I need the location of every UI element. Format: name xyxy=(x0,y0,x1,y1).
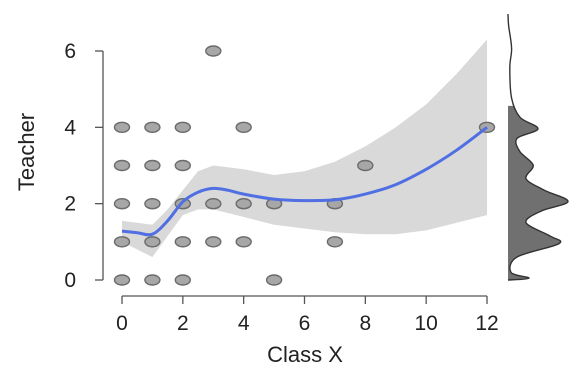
y-tick-label: 0 xyxy=(64,269,76,292)
points-layer xyxy=(113,45,496,286)
data-point xyxy=(174,121,192,134)
y-tick-label: 6 xyxy=(64,40,76,63)
x-tick-label: 12 xyxy=(475,312,498,335)
y-tick-label: 2 xyxy=(64,193,76,216)
marginal-density-layer xyxy=(507,13,569,281)
data-point xyxy=(235,121,252,134)
data-point xyxy=(113,197,131,210)
marginal-density-line xyxy=(507,13,569,281)
smooth-fit-line xyxy=(121,126,488,237)
data-point xyxy=(235,197,252,210)
data-point xyxy=(113,274,131,286)
marginal-density-fill xyxy=(508,105,569,280)
smooth-line-layer xyxy=(121,126,488,237)
data-point xyxy=(326,236,344,248)
data-point xyxy=(113,159,131,172)
x-tick-label: 4 xyxy=(238,312,250,335)
confidence-band-layer xyxy=(122,39,487,258)
data-point xyxy=(265,274,283,286)
data-point xyxy=(174,159,192,172)
data-point xyxy=(174,236,192,248)
x-tick-label: 8 xyxy=(359,312,371,335)
data-point xyxy=(174,274,192,286)
x-tick-label: 10 xyxy=(414,312,437,335)
data-point xyxy=(205,236,222,248)
data-point xyxy=(235,236,252,248)
data-point xyxy=(113,236,131,248)
x-tick-label: 2 xyxy=(177,312,189,335)
y-tick-label: 4 xyxy=(64,116,76,139)
x-tick-label: 6 xyxy=(299,312,311,335)
data-point xyxy=(113,121,131,134)
data-point xyxy=(144,159,161,172)
data-point xyxy=(357,159,374,172)
x-axis-label: Class X xyxy=(267,342,343,365)
axes-layer: 0 2 4 6 8 10 12 0 2 4 6 xyxy=(64,40,498,335)
data-point xyxy=(144,236,161,248)
confidence-band xyxy=(122,39,487,258)
y-axis-label: Teacher xyxy=(14,113,39,191)
data-point xyxy=(205,197,222,210)
data-point xyxy=(144,197,161,210)
data-point xyxy=(205,45,222,57)
x-tick-label: 0 xyxy=(116,312,128,335)
data-point xyxy=(144,274,161,286)
data-point xyxy=(144,121,161,134)
